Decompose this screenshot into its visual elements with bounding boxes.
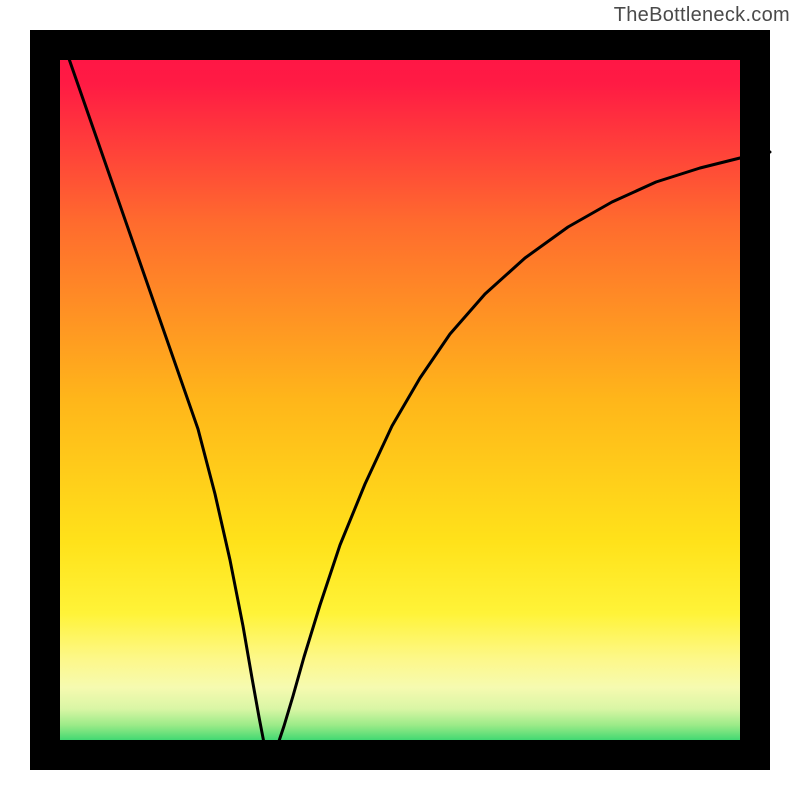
plot-background <box>45 45 755 755</box>
chart-stage: TheBottleneck.com <box>0 0 800 800</box>
bottleneck-chart <box>0 0 800 800</box>
watermark-text: TheBottleneck.com <box>614 4 790 27</box>
